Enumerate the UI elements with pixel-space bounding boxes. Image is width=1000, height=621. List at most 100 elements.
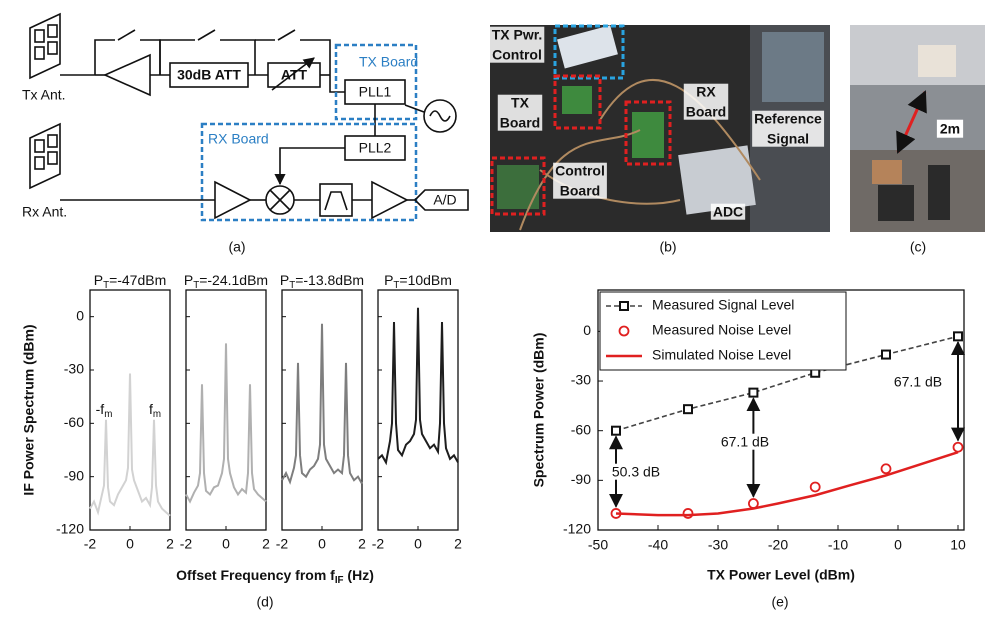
peak-annotation: -fm bbox=[96, 401, 113, 420]
photo-label: ADC bbox=[710, 203, 746, 220]
y-tick-label: -30 bbox=[64, 361, 84, 377]
panel-title-part: =-13.8dBm bbox=[295, 272, 364, 288]
x-tick-label: 0 bbox=[222, 536, 230, 552]
panel-title-part: T bbox=[103, 280, 109, 291]
y-tick-label: -60 bbox=[571, 421, 591, 437]
y-tick-label: 0 bbox=[583, 322, 591, 338]
photo-label-text: Control bbox=[492, 47, 542, 63]
setup-photo bbox=[490, 24, 830, 232]
series-line bbox=[615, 451, 959, 517]
panel-title: PT=-24.1dBm bbox=[184, 272, 268, 291]
x-axis-label: TX Power Level (dBm) bbox=[707, 567, 855, 583]
y-axis-label: Spectrum Power (dBm) bbox=[531, 333, 547, 488]
photo-label: TX Board bbox=[497, 94, 543, 131]
y-tick-label: -60 bbox=[64, 414, 84, 430]
annotation-background bbox=[718, 433, 772, 450]
panel-title-part: T bbox=[193, 280, 199, 291]
photo-label-text: Control bbox=[555, 163, 605, 179]
x-axis-label: Offset Frequency from fIF (Hz) bbox=[176, 567, 374, 586]
x-tick-label: -20 bbox=[768, 537, 788, 553]
legend-label: Measured Noise Level bbox=[652, 322, 791, 338]
photo-label-text: Board bbox=[686, 104, 726, 120]
annotation-text: 67.1 dB bbox=[894, 374, 942, 390]
label-background bbox=[553, 162, 607, 199]
caption: (a) bbox=[228, 239, 245, 255]
label-background bbox=[683, 83, 729, 120]
x-tick-label: -2 bbox=[180, 536, 193, 552]
y-tick-label: -90 bbox=[571, 471, 591, 487]
legend-label: Measured Signal Level bbox=[652, 297, 794, 313]
panel-title-part: T bbox=[289, 280, 295, 291]
distance-label: 2m bbox=[936, 119, 964, 138]
peak-annotation: fm bbox=[149, 401, 161, 420]
photo-label-text: TX bbox=[511, 95, 530, 111]
caption: (d) bbox=[256, 594, 273, 610]
y-tick-label: -90 bbox=[64, 467, 84, 483]
panel-title: PT=10dBm bbox=[384, 272, 452, 291]
range-photo bbox=[850, 25, 985, 232]
x-tick-label: -40 bbox=[648, 537, 668, 553]
plot-frame bbox=[185, 289, 267, 531]
panel-title-part: P bbox=[384, 272, 393, 288]
x-tick-label: 10 bbox=[950, 537, 966, 553]
photo-label-text: Board bbox=[500, 115, 540, 131]
photo-label: Control Board bbox=[553, 162, 607, 199]
attenuator-label: ATT bbox=[281, 67, 308, 83]
x-axis-label-part: IF bbox=[335, 575, 344, 586]
peak-annotation-part: -f bbox=[96, 401, 105, 417]
board-label: RX Board bbox=[208, 131, 269, 147]
y-axis-label: IF Power Spectrum (dBm) bbox=[21, 324, 37, 495]
x-tick-label: 0 bbox=[318, 536, 326, 552]
panel-title-part: P bbox=[94, 272, 103, 288]
label-background bbox=[752, 110, 825, 147]
caption: (e) bbox=[771, 594, 788, 610]
x-tick-label: -30 bbox=[708, 537, 728, 553]
spectrum-line bbox=[281, 323, 363, 485]
y-tick-label: 0 bbox=[76, 307, 84, 323]
spectrum-line bbox=[89, 373, 171, 517]
panel-title-part: =10dBm bbox=[399, 272, 452, 288]
x-tick-label: 2 bbox=[454, 536, 462, 552]
x-tick-label: -10 bbox=[828, 537, 848, 553]
annotation: 67.1 dB bbox=[718, 433, 772, 450]
photo-label-text: TX Pwr. bbox=[492, 27, 543, 43]
panel-title: PT=-13.8dBm bbox=[280, 272, 364, 291]
label-background bbox=[489, 26, 545, 63]
legend-marker bbox=[618, 325, 630, 337]
x-tick-label: 2 bbox=[166, 536, 174, 552]
photo-label-text: RX bbox=[696, 84, 716, 100]
circle-marker bbox=[880, 463, 892, 475]
x-tick-label: -2 bbox=[276, 536, 289, 552]
square-marker bbox=[881, 349, 891, 360]
panel-title-part: =-47dBm bbox=[109, 272, 166, 288]
annotation-background bbox=[609, 463, 663, 480]
pll-label: PLL1 bbox=[359, 84, 392, 100]
photo-label-text: Board bbox=[560, 183, 600, 199]
y-tick-label: -120 bbox=[56, 521, 84, 537]
attenuator-label: 30dB ATT bbox=[177, 67, 241, 83]
square-marker bbox=[953, 331, 963, 342]
x-tick-label: -2 bbox=[372, 536, 385, 552]
panel-title-part: =-24.1dBm bbox=[199, 272, 268, 288]
y-tick-label: -120 bbox=[563, 521, 591, 537]
panel-title-part: T bbox=[393, 280, 399, 291]
rx-antenna-label: Rx Ant. bbox=[22, 204, 67, 220]
peak-annotation-part: m bbox=[104, 409, 112, 420]
spectrum-line bbox=[377, 307, 459, 466]
x-axis-label-part: Offset Frequency from bbox=[176, 567, 330, 583]
photo-label: TX Pwr. Control bbox=[489, 26, 545, 63]
x-tick-label: -2 bbox=[84, 536, 97, 552]
panel-title: PT=-47dBm bbox=[94, 272, 167, 291]
board-label: TX Board bbox=[359, 54, 418, 70]
legend-label: Simulated Noise Level bbox=[652, 347, 791, 363]
spectrum-line bbox=[185, 343, 267, 504]
photo-label: RX Board bbox=[683, 83, 729, 120]
peak-annotation-part: m bbox=[153, 409, 161, 420]
annotation-text: 50.3 dB bbox=[612, 464, 660, 480]
y-tick-label: -30 bbox=[571, 372, 591, 388]
label-background bbox=[497, 94, 543, 131]
x-tick-label: 0 bbox=[414, 536, 422, 552]
x-tick-label: -50 bbox=[588, 537, 608, 553]
x-axis-label-part: (Hz) bbox=[344, 567, 374, 583]
